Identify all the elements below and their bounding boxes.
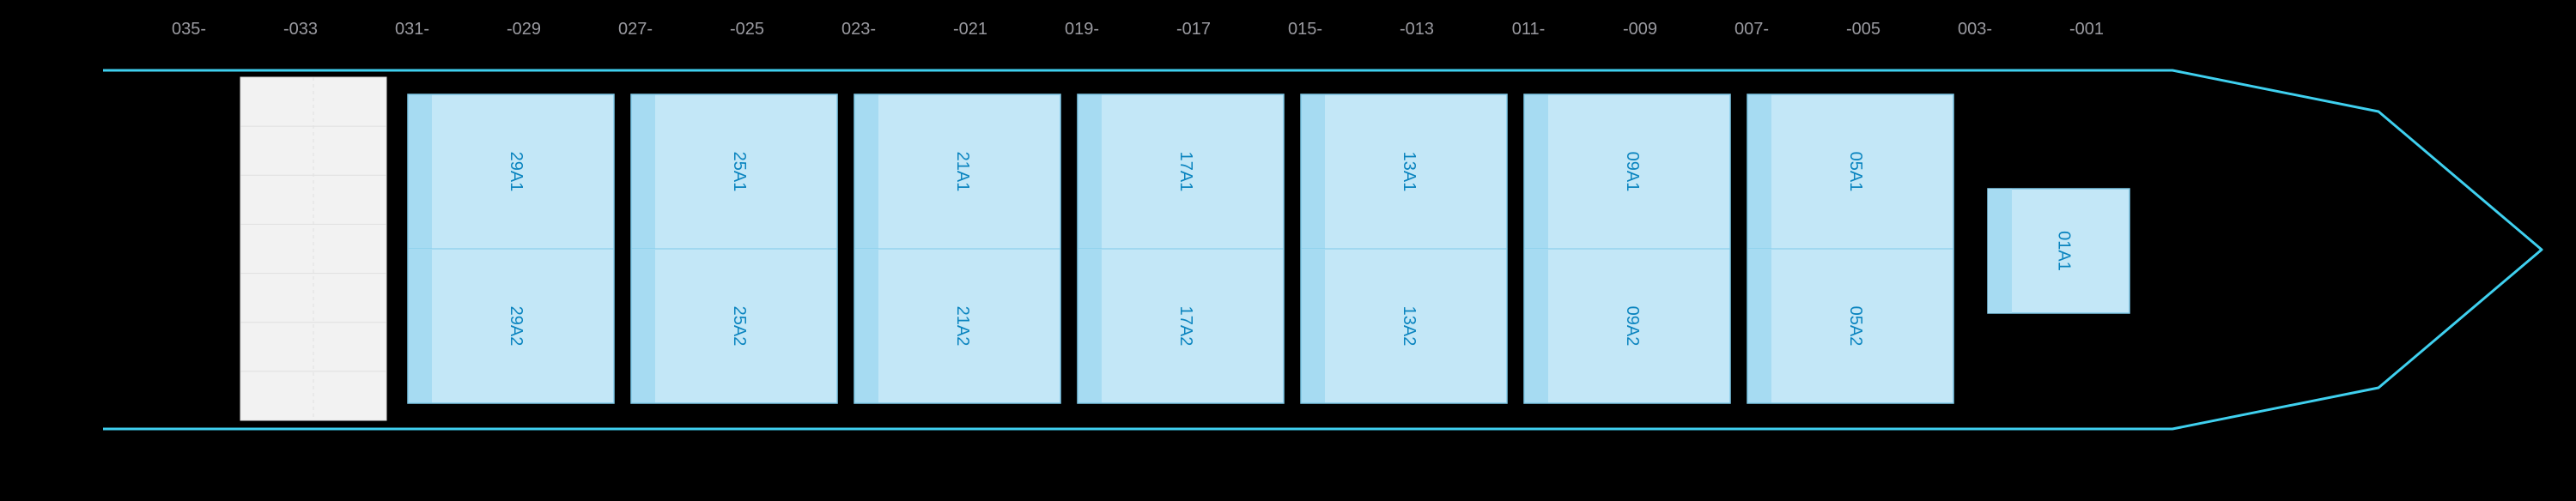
axis-tick: -005	[1846, 20, 1880, 39]
cargo-bay: 25A1 25A2	[631, 94, 837, 403]
axis-tick: -017	[1176, 20, 1211, 39]
axis-tick: 023-	[841, 20, 876, 39]
cargo-bay: 29A1 29A2	[408, 94, 614, 403]
axis-tick: 019-	[1065, 20, 1099, 39]
axis-tick: -025	[730, 20, 764, 39]
axis-tick: 003-	[1958, 20, 1992, 39]
cargo-bay: 05A1 05A2	[1747, 94, 1953, 403]
bay-label: 17A2	[1176, 306, 1195, 347]
cargo-bay: 17A1 17A2	[1078, 94, 1284, 403]
axis-tick: 031-	[395, 20, 429, 39]
bay-label: 21A2	[953, 306, 972, 347]
bay-label: 01A1	[2055, 231, 2074, 271]
axis-tick: 015-	[1288, 20, 1322, 39]
bay-label: 29A2	[507, 306, 526, 347]
bay-label: 21A1	[953, 152, 972, 192]
axis-tick: -001	[2069, 20, 2104, 39]
axis-tick: -033	[283, 20, 318, 39]
bay-label: 09A2	[1623, 306, 1642, 347]
axis-tick: -029	[507, 20, 541, 39]
cargo-bay: 09A1 09A2	[1524, 94, 1730, 403]
axis-tick: 027-	[618, 20, 653, 39]
cargo-bay: 13A1 13A2	[1301, 94, 1507, 403]
cargo-bay-small: 01A1	[1988, 189, 2129, 313]
bay-label: 17A1	[1176, 152, 1195, 192]
axis-tick: 007-	[1735, 20, 1769, 39]
bay-label: 09A1	[1623, 152, 1642, 192]
superstructure-block	[240, 77, 386, 420]
axis-tick: 011-	[1512, 20, 1546, 39]
axis-tick: 035-	[172, 20, 206, 39]
axis-tick: -009	[1623, 20, 1657, 39]
bay-label: 13A1	[1400, 152, 1419, 192]
cargo-bay: 21A1 21A2	[854, 94, 1060, 403]
bay-label: 13A2	[1400, 306, 1419, 347]
bay-label: 29A1	[507, 152, 526, 192]
ship-stowage-diagram: 035- -033 031- -029 027- -025 023- -021 019- -017…	[0, 0, 2576, 501]
axis-tick: -013	[1400, 20, 1434, 39]
bay-label: 25A1	[730, 152, 749, 192]
bay-label: 05A2	[1846, 306, 1865, 347]
bay-label: 25A2	[730, 306, 749, 347]
axis-tick: -021	[953, 20, 987, 39]
bay-label: 05A1	[1846, 152, 1865, 192]
